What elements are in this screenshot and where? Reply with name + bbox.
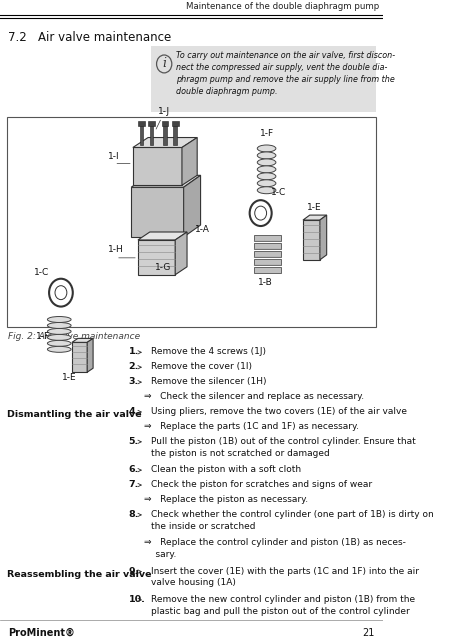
Text: ⇒   Replace the parts (1C and 1F) as necessary.: ⇒ Replace the parts (1C and 1F) as neces… (144, 422, 359, 431)
Polygon shape (303, 215, 327, 220)
Text: Insert the cover (1E) with the parts (1C and 1F) into the air
valve housing (1A): Insert the cover (1E) with the parts (1C… (151, 566, 419, 588)
Text: 1-C: 1-C (34, 268, 49, 276)
Text: 1-I: 1-I (107, 152, 119, 161)
Text: 1-H: 1-H (107, 245, 123, 254)
Text: 9.: 9. (129, 566, 139, 575)
Text: 8.: 8. (129, 510, 139, 519)
Text: 5.: 5. (129, 437, 139, 446)
Text: 10.: 10. (129, 595, 145, 604)
Polygon shape (320, 215, 327, 260)
Text: 1-J: 1-J (158, 107, 170, 116)
Text: 1-F: 1-F (35, 332, 50, 341)
Text: 1-A: 1-A (195, 225, 210, 234)
Bar (254, 251, 281, 257)
Text: Fig. 2: Air valve maintenance: Fig. 2: Air valve maintenance (9, 332, 140, 341)
Text: 7.: 7. (129, 480, 139, 489)
Polygon shape (144, 236, 179, 242)
Ellipse shape (48, 323, 71, 328)
Ellipse shape (48, 335, 71, 340)
Bar (254, 243, 281, 249)
Text: ⇒   Replace the piston as necessary.: ⇒ Replace the piston as necessary. (144, 495, 308, 504)
Text: ⇒   Check the silencer and replace as necessary.: ⇒ Check the silencer and replace as nece… (144, 392, 364, 401)
Ellipse shape (257, 159, 276, 166)
Text: ProMinent®: ProMinent® (9, 628, 75, 637)
Text: 1-G: 1-G (155, 263, 171, 272)
Text: 21: 21 (362, 628, 375, 637)
Text: Reassembling the air valve: Reassembling the air valve (7, 570, 151, 579)
Text: 1-C: 1-C (271, 188, 286, 197)
Polygon shape (72, 342, 87, 372)
Polygon shape (72, 339, 93, 342)
Ellipse shape (257, 166, 276, 173)
Text: 3.: 3. (129, 377, 139, 386)
Bar (150, 124, 153, 145)
Polygon shape (175, 232, 187, 275)
Bar (164, 124, 167, 145)
Bar (254, 259, 281, 265)
Polygon shape (171, 236, 179, 260)
Bar (140, 124, 143, 145)
Text: Remove the silencer (1H): Remove the silencer (1H) (151, 377, 266, 386)
Ellipse shape (257, 187, 276, 194)
Text: Pull the piston (1B) out of the control cylinder. Ensure that
the piston is not : Pull the piston (1B) out of the control … (151, 437, 415, 458)
Bar (148, 120, 155, 125)
Text: 1-E: 1-E (307, 203, 322, 212)
Polygon shape (183, 175, 201, 237)
Text: 4.: 4. (129, 407, 139, 416)
Text: 1.: 1. (129, 348, 139, 356)
Bar (138, 120, 145, 125)
Text: 2.: 2. (129, 362, 139, 371)
Polygon shape (303, 220, 320, 260)
Ellipse shape (257, 152, 276, 159)
Bar (173, 124, 177, 145)
Text: Maintenance of the double diaphragm pump: Maintenance of the double diaphragm pump (186, 3, 379, 12)
Bar (254, 267, 281, 273)
Text: 1-B: 1-B (258, 278, 273, 287)
Ellipse shape (48, 317, 71, 323)
Polygon shape (131, 188, 183, 237)
Text: Check whether the control cylinder (one part of 1B) is dirty on
the inside or sc: Check whether the control cylinder (one … (151, 510, 434, 531)
Text: Clean the piston with a soft cloth: Clean the piston with a soft cloth (151, 465, 301, 474)
Bar (172, 120, 178, 125)
Bar (162, 120, 169, 125)
Polygon shape (182, 138, 197, 185)
Text: Dismantling the air valve: Dismantling the air valve (7, 410, 141, 419)
Text: 7.2   Air valve maintenance: 7.2 Air valve maintenance (9, 31, 172, 44)
Text: Remove the cover (1I): Remove the cover (1I) (151, 362, 252, 371)
Text: 1-E: 1-E (62, 373, 77, 382)
Text: Remove the 4 screws (1J): Remove the 4 screws (1J) (151, 348, 265, 356)
Polygon shape (87, 339, 93, 372)
Text: Using pliers, remove the two covers (1E) of the air valve: Using pliers, remove the two covers (1E)… (151, 407, 407, 416)
Polygon shape (133, 138, 197, 147)
Text: Remove the new control cylinder and piston (1B) from the
plastic bag and pull th: Remove the new control cylinder and pist… (151, 595, 415, 616)
FancyBboxPatch shape (151, 46, 376, 111)
Polygon shape (144, 242, 171, 260)
Ellipse shape (48, 328, 71, 335)
Text: 1-F: 1-F (260, 129, 274, 138)
Ellipse shape (257, 173, 276, 180)
Ellipse shape (257, 180, 276, 187)
Polygon shape (138, 232, 187, 240)
Text: To carry out maintenance on the air valve, first discon-
nect the compressed air: To carry out maintenance on the air valv… (176, 51, 395, 97)
Text: 6.: 6. (129, 465, 139, 474)
Text: ⇒   Replace the control cylinder and piston (1B) as neces-
    sary.: ⇒ Replace the control cylinder and pisto… (144, 538, 406, 559)
Ellipse shape (257, 145, 276, 152)
Polygon shape (131, 175, 201, 188)
Ellipse shape (48, 346, 71, 352)
Text: Check the piston for scratches and signs of wear: Check the piston for scratches and signs… (151, 480, 372, 489)
FancyBboxPatch shape (7, 116, 376, 328)
Polygon shape (133, 147, 182, 185)
Ellipse shape (48, 340, 71, 346)
Bar (254, 235, 281, 241)
Text: i: i (162, 58, 166, 70)
Polygon shape (138, 240, 175, 275)
